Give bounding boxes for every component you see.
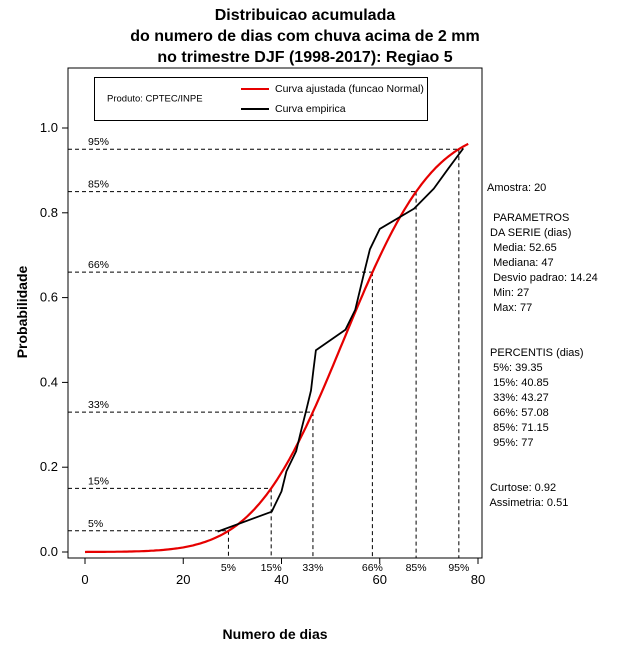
percentile-left-label: 66% [88, 259, 109, 271]
x-tick-label: 20 [176, 572, 190, 587]
stats-line: DA SERIE (dias) [487, 227, 572, 239]
stats-line [487, 316, 598, 331]
fitted-line-label: Curva ajustada (funcao Normal) [275, 83, 424, 95]
legend-entry-fitted: Curva ajustada (funcao Normal) [241, 83, 424, 95]
stats-line: PERCENTIS (dias) [487, 347, 584, 359]
percentile-bottom-label: 66% [362, 562, 383, 574]
title-line-1: Distribuicao acumulada [214, 7, 396, 24]
y-tick-label: 1.0 [40, 120, 58, 135]
percentile-bottom-label: 5% [221, 562, 236, 574]
percentile-left-label: 95% [88, 136, 109, 148]
stats-panel: Amostra: 20 PARAMETROS DA SERIE (dias) M… [487, 181, 598, 511]
y-tick-label: 0.6 [40, 290, 58, 305]
stats-line: 66%: 57.08 [487, 407, 549, 419]
y-tick-label: 0.8 [40, 205, 58, 220]
fitted-curve [84, 142, 469, 554]
stats-line [487, 331, 598, 346]
legend-box: Produto: CPTEC/INPE Curva ajustada (func… [94, 77, 428, 121]
stats-line: Max: 77 [487, 302, 533, 314]
stats-line [487, 196, 598, 211]
stats-line: 95%: 77 [487, 437, 534, 449]
plot-border [67, 67, 483, 559]
title-line-3: no trimestre DJF (1998-2017): Regiao 5 [157, 49, 453, 66]
y-tick-label: 0.4 [40, 374, 58, 389]
percentile-left-label: 85% [88, 179, 109, 191]
stats-line: 85%: 71.15 [487, 422, 549, 434]
legend-entries: Curva ajustada (funcao Normal) Curva emp… [241, 83, 424, 115]
stats-line [487, 451, 598, 466]
empirical-line-swatch [241, 108, 269, 110]
y-axis-label: Probabilidade [14, 265, 30, 359]
chart-title: Distribuicao acumulada do numero de dias… [0, 5, 610, 68]
stats-line: Curtose: 0.92 [487, 482, 557, 494]
x-axis-label: Numero de dias [222, 626, 328, 642]
legend-product-label: Produto: CPTEC/INPE [107, 93, 203, 105]
x-tick-label: 60 [373, 572, 387, 587]
stats-line: 33%: 43.27 [487, 392, 549, 404]
stats-line: Media: 52.65 [487, 242, 557, 254]
stats-line: Mediana: 47 [487, 257, 554, 269]
percentile-bottom-label: 95% [448, 562, 469, 574]
x-tick-label: 0 [81, 572, 88, 587]
title-line-2: do numero de dias com chuva acima de 2 m… [130, 28, 480, 45]
x-tick-label: 80 [471, 572, 485, 587]
percentile-left-label: 15% [88, 475, 109, 487]
percentile-left-label: 33% [88, 399, 109, 411]
stats-line: 15%: 40.85 [487, 377, 549, 389]
percentile-bottom-label: 33% [302, 562, 323, 574]
stats-line: Assimetria: 0.51 [487, 497, 569, 509]
percentile-bottom-label: 85% [406, 562, 427, 574]
stats-line: 5%: 39.35 [487, 362, 543, 374]
percentile-bottom-label: 15% [261, 562, 282, 574]
legend-entry-empirical: Curva empirica [241, 103, 424, 115]
x-tick-label: 40 [274, 572, 288, 587]
empirical-line-label: Curva empirica [275, 103, 346, 115]
y-tick-label: 0.0 [40, 544, 58, 559]
stats-line [487, 466, 598, 481]
stats-line: Amostra: 20 [487, 182, 547, 194]
stats-line: Min: 27 [487, 287, 530, 299]
empirical-curve [217, 147, 465, 533]
fitted-line-swatch [241, 88, 269, 90]
stats-line: Desvio padrao: 14.24 [487, 272, 598, 284]
percentile-left-label: 5% [88, 518, 103, 530]
y-tick-label: 0.2 [40, 459, 58, 474]
stats-line: PARAMETROS [487, 212, 570, 224]
